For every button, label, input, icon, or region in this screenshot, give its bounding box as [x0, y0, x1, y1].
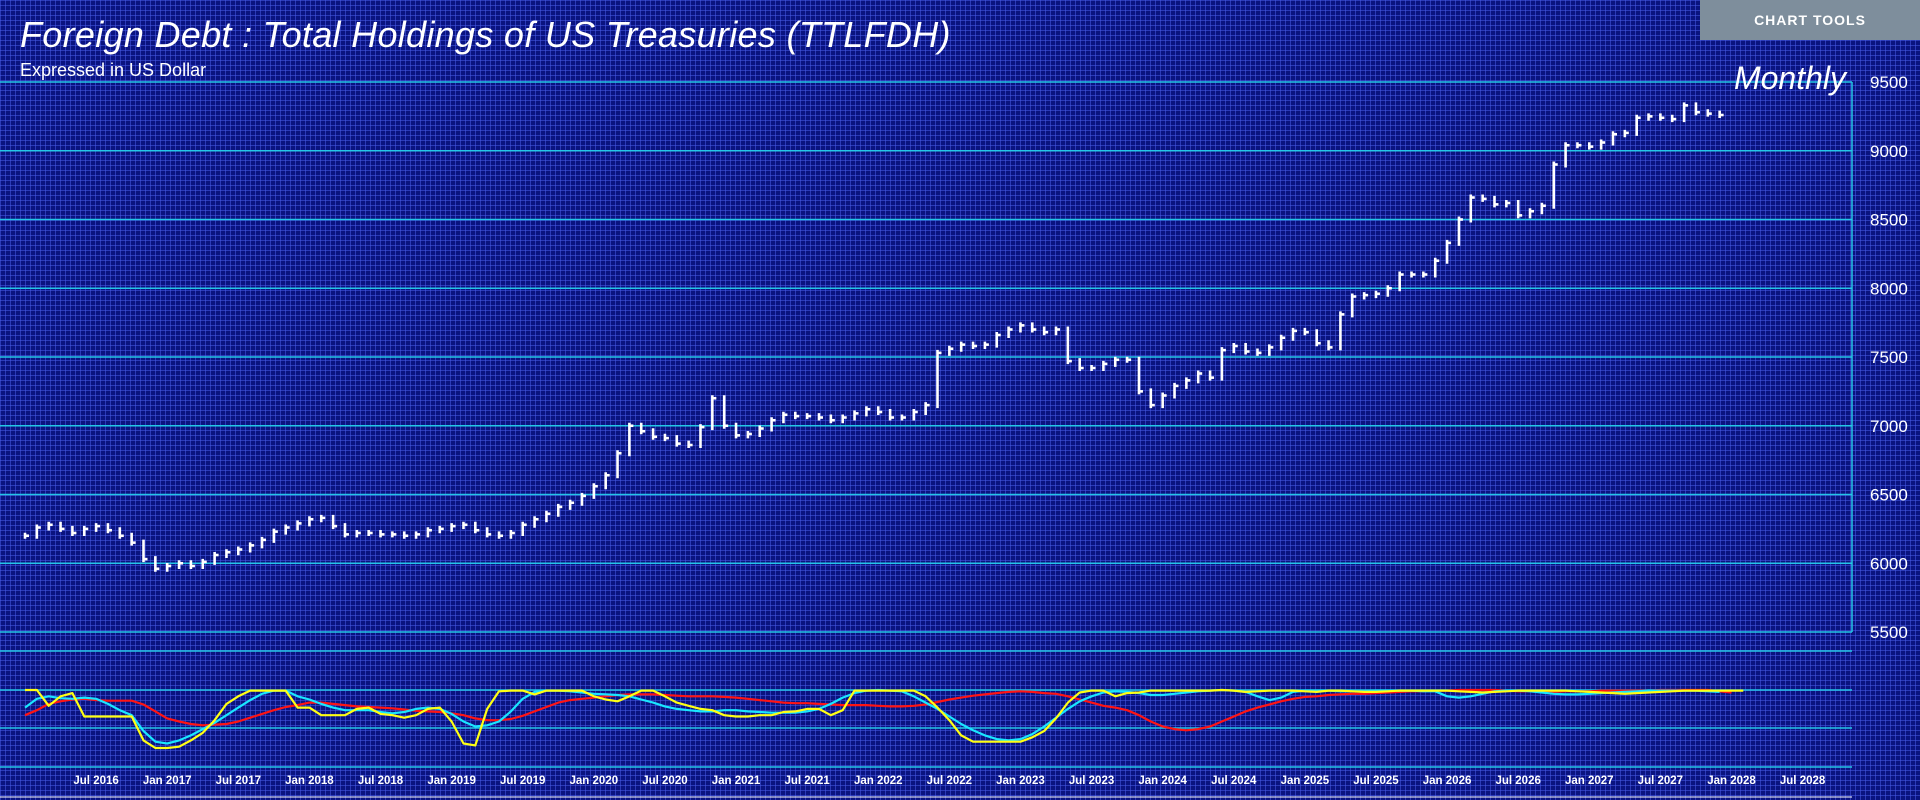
x-tick-label: Jul 2017	[216, 775, 261, 787]
y-tick-label: 6000	[1870, 554, 1908, 573]
y-tick-label: 9500	[1870, 73, 1908, 92]
frequency-label: Monthly	[1733, 60, 1846, 96]
x-axis: Jul 2016 Jan 2017 Jul 2017 Jan 2018 Jul 2018…	[0, 775, 1852, 798]
x-tick-label: Jul 2018	[358, 775, 404, 787]
x-tick-label: Jul 2019	[500, 775, 545, 787]
oscillator-lines	[24, 688, 1744, 750]
x-tick-label: Jul 2027	[1638, 775, 1683, 787]
x-tick-label: Jul 2021	[784, 775, 830, 787]
x-tick-label: Jul 2025	[1353, 775, 1399, 787]
x-tick-label: Jan 2017	[143, 775, 192, 787]
x-tick-label: Jan 2020	[570, 775, 619, 787]
main-gridlines	[0, 81, 1852, 633]
x-tick-label: Jul 2023	[1069, 775, 1114, 787]
x-tick-label: Jan 2025	[1281, 775, 1330, 787]
x-tick-label: Jul 2016	[73, 775, 118, 787]
y-tick-label: 5500	[1870, 623, 1908, 642]
x-tick-label: Jul 2024	[1211, 775, 1257, 787]
x-tick-label: Jan 2023	[996, 775, 1045, 787]
x-tick-label: Jan 2021	[712, 775, 761, 787]
x-tick-label: Jul 2020	[642, 775, 687, 787]
x-tick-label: Jan 2019	[427, 775, 476, 787]
oscillator-series-line	[25, 688, 1744, 750]
x-tick-label: Jan 2027	[1565, 775, 1614, 787]
oscillator-series-line	[24, 688, 1720, 745]
chart-title: Foreign Debt : Total Holdings of US Trea…	[20, 14, 951, 55]
x-tick-label: Jan 2022	[854, 775, 903, 787]
x-tick-label: Jan 2028	[1707, 775, 1756, 787]
y-tick-label: 7500	[1870, 348, 1908, 367]
y-tick-label: 9000	[1870, 142, 1908, 161]
x-tick-label: Jul 2028	[1780, 775, 1826, 787]
y-tick-label: 8500	[1870, 211, 1908, 230]
x-tick-label: Jul 2026	[1495, 775, 1540, 787]
chart-tools-button[interactable]: CHART TOOLS	[1700, 0, 1920, 40]
price-bars	[23, 102, 1724, 572]
chart-subtitle: Expressed in US Dollar	[20, 60, 207, 80]
x-tick-label: Jul 2022	[927, 775, 972, 787]
main-y-axis: 5500 6000 6500 7000 7500 8000 8500 9000 9500	[1851, 73, 1908, 642]
x-tick-label: Jan 2018	[285, 775, 334, 787]
y-tick-label: 7000	[1870, 417, 1908, 436]
x-tick-label: Jan 2024	[1138, 775, 1187, 787]
y-tick-label: 8000	[1870, 279, 1908, 298]
y-tick-label: 6500	[1870, 486, 1908, 505]
x-tick-label: Jan 2026	[1423, 775, 1472, 787]
